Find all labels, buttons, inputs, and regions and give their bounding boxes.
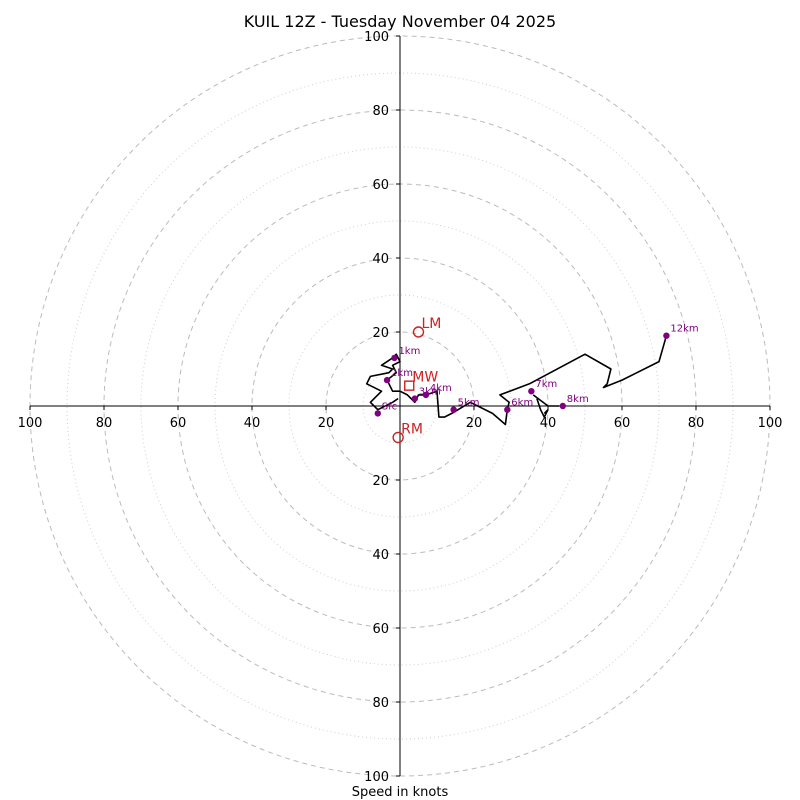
height-marker-5km [450,406,457,413]
y-tick-label: 80 [372,696,389,711]
height-label-5km: 5km [458,398,480,409]
height-label-8km: 8km [567,394,589,405]
y-tick-label: 40 [372,252,389,267]
height-marker-4km [422,391,430,399]
y-tick-label: 20 [372,474,389,489]
storm-motion-lm [412,326,425,338]
x-axis-label: Speed in knots [352,785,449,800]
height-marker-2km [383,376,391,384]
storm-motion-label-lm: LM [422,316,442,332]
storm-motion-rm [392,431,404,444]
height-label-7km: 7km [535,379,557,390]
height-label-1km: 1km [398,346,420,357]
y-tick-label: 60 [372,178,389,193]
x-tick-label: 20 [466,416,483,431]
storm-motion-label-mw: MW [412,370,438,386]
height-label-12km: 12km [670,324,698,335]
chart-title: KUIL 12Z - Tuesday November 04 2025 [244,12,556,31]
y-tick-label: 20 [372,326,389,341]
height-label-Sfc: Sfc [382,401,397,412]
x-tick-label: 40 [540,416,557,431]
x-tick-label: 80 [96,416,113,431]
height-marker-7km [528,388,535,395]
height-label-4km: 4km [430,383,452,394]
height-marker-12km [663,332,670,339]
height-marker-6km [504,406,511,413]
x-tick-label: 60 [170,416,187,431]
y-tick-label: 100 [364,30,389,45]
height-marker-Sfc [374,410,381,417]
x-tick-label: 80 [688,416,705,431]
axes [30,36,770,776]
x-tick-label: 100 [758,416,783,431]
axis-ticks: 20 20 20 20 40 40 40 40 60 60 60 60 80 80 80 80 100 100 10… [18,30,783,785]
height-marker-8km [559,402,566,410]
storm-motion-mw [404,380,415,391]
x-tick-label: 20 [318,416,335,431]
y-tick-label: 80 [372,104,389,119]
wind-trace-branch [532,394,560,407]
height-label-3km: 3km [419,387,441,398]
wind-trace-branch [536,398,549,419]
height-label-2km: 2km [391,368,413,379]
storm-motion-label-rm: RM [401,421,423,437]
height-label-6km: 6km [511,398,533,409]
y-tick-label: 60 [372,622,389,637]
y-tick-label: 100 [364,770,389,785]
height-marker-3km [411,395,418,402]
height-marker-1km [391,354,398,362]
x-tick-label: 100 [18,416,43,431]
x-tick-label: 40 [244,416,261,431]
storm-motions: LM MW RM [392,316,442,444]
x-tick-label: 60 [614,416,631,431]
y-tick-label: 40 [372,548,389,563]
